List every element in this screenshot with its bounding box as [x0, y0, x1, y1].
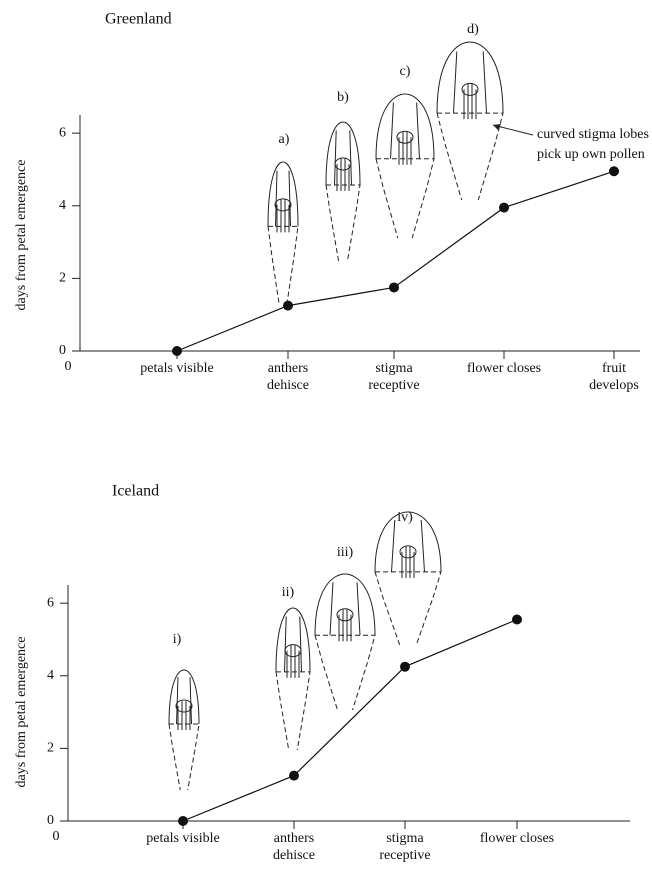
data-line [182, 618, 518, 822]
x-tick-label: anthers dehisce [273, 831, 315, 863]
data-point [400, 661, 410, 672]
data-point [389, 282, 399, 293]
annotation: iv) [397, 510, 413, 525]
stamens [398, 131, 412, 165]
flower-illustration [267, 161, 299, 306]
annotation: iii) [337, 545, 354, 560]
data-point [172, 346, 182, 356]
data-point [499, 202, 509, 213]
y-tick-label: 6 [47, 595, 54, 610]
petal-outline [375, 93, 435, 159]
petal-line [176, 677, 192, 725]
petal-outline [436, 41, 504, 114]
x-tick-label: fruit develops [589, 361, 639, 393]
petal-line [275, 170, 291, 227]
y-axis-label: days from petal emergence [14, 160, 29, 311]
data-point [609, 166, 619, 177]
y-tick-label: 4 [59, 198, 66, 213]
petal-outline [275, 607, 311, 672]
petal-outline [267, 161, 299, 227]
flower-illustration [436, 41, 504, 201]
anthers [336, 608, 354, 622]
stamens [338, 609, 352, 642]
anthers [396, 130, 414, 144]
flower-illustration [275, 607, 311, 751]
x-tick-label: flower closes [466, 361, 542, 376]
y-tick-label: 4 [47, 668, 54, 683]
data-line [176, 170, 615, 352]
data-point [512, 614, 522, 625]
x-tick-label: anthers dehisce [267, 361, 309, 393]
stamens [276, 199, 290, 233]
stamens [401, 546, 415, 578]
chart-title: Greenland [105, 11, 172, 28]
x-tick-label: petals visible [146, 831, 220, 846]
flower-illustration [314, 573, 376, 711]
x-tick-label: stigma receptive [368, 361, 420, 393]
flower-illustration [374, 511, 442, 646]
annotation: b) [337, 90, 349, 105]
anthers [399, 545, 417, 559]
y-tick-label: 6 [59, 125, 66, 140]
calyx [375, 158, 435, 239]
calyx [325, 184, 361, 263]
annotation: i) [173, 632, 182, 647]
petal-outline [374, 511, 442, 572]
stamens [177, 701, 191, 730]
anthers [274, 198, 292, 212]
annotation: d) [467, 22, 479, 37]
annotation: curved stigma lobes pick up own pollen [537, 127, 649, 162]
anthers [175, 699, 193, 713]
flower-illustration [168, 669, 200, 791]
stamens [463, 83, 477, 120]
calyx [267, 225, 299, 306]
stamens [336, 158, 350, 191]
petal-line [390, 102, 420, 159]
chart-title: Iceland [112, 483, 159, 500]
x-tick-label: petals visible [140, 361, 214, 376]
anthers [334, 157, 352, 171]
petal-line [284, 616, 302, 672]
y-tick-label: 0 [59, 343, 66, 358]
data-point [283, 300, 293, 311]
anthers [284, 644, 302, 658]
x-tick-label: flower closes [479, 831, 555, 846]
y-tick-label: 2 [59, 271, 66, 286]
arrow-head [493, 124, 501, 130]
x-origin-label: 0 [65, 359, 72, 374]
petal-line [334, 130, 352, 186]
stamens [286, 644, 300, 678]
calyx [314, 634, 376, 711]
anthers [461, 82, 479, 96]
petal-line [391, 519, 425, 572]
annotation: a) [279, 132, 290, 147]
calyx [168, 723, 200, 791]
annotation: ii) [282, 585, 295, 600]
data-point [178, 816, 188, 826]
x-tick-label: stigma receptive [379, 831, 431, 863]
y-tick-label: 2 [47, 741, 54, 756]
petal-outline [325, 121, 361, 186]
y-tick-label: 0 [47, 813, 54, 828]
petal-outline [168, 669, 200, 725]
petal-line [453, 51, 487, 114]
calyx [374, 571, 442, 646]
x-origin-label: 0 [53, 829, 60, 844]
flower-illustration [375, 93, 435, 239]
petal-outline [314, 573, 376, 636]
petal-line [329, 582, 361, 636]
annotation: c) [400, 64, 411, 79]
calyx [275, 671, 311, 751]
calyx [436, 112, 504, 201]
data-point [289, 770, 299, 781]
y-axis-label: days from petal emergence [14, 637, 29, 788]
flower-illustration [325, 121, 361, 263]
